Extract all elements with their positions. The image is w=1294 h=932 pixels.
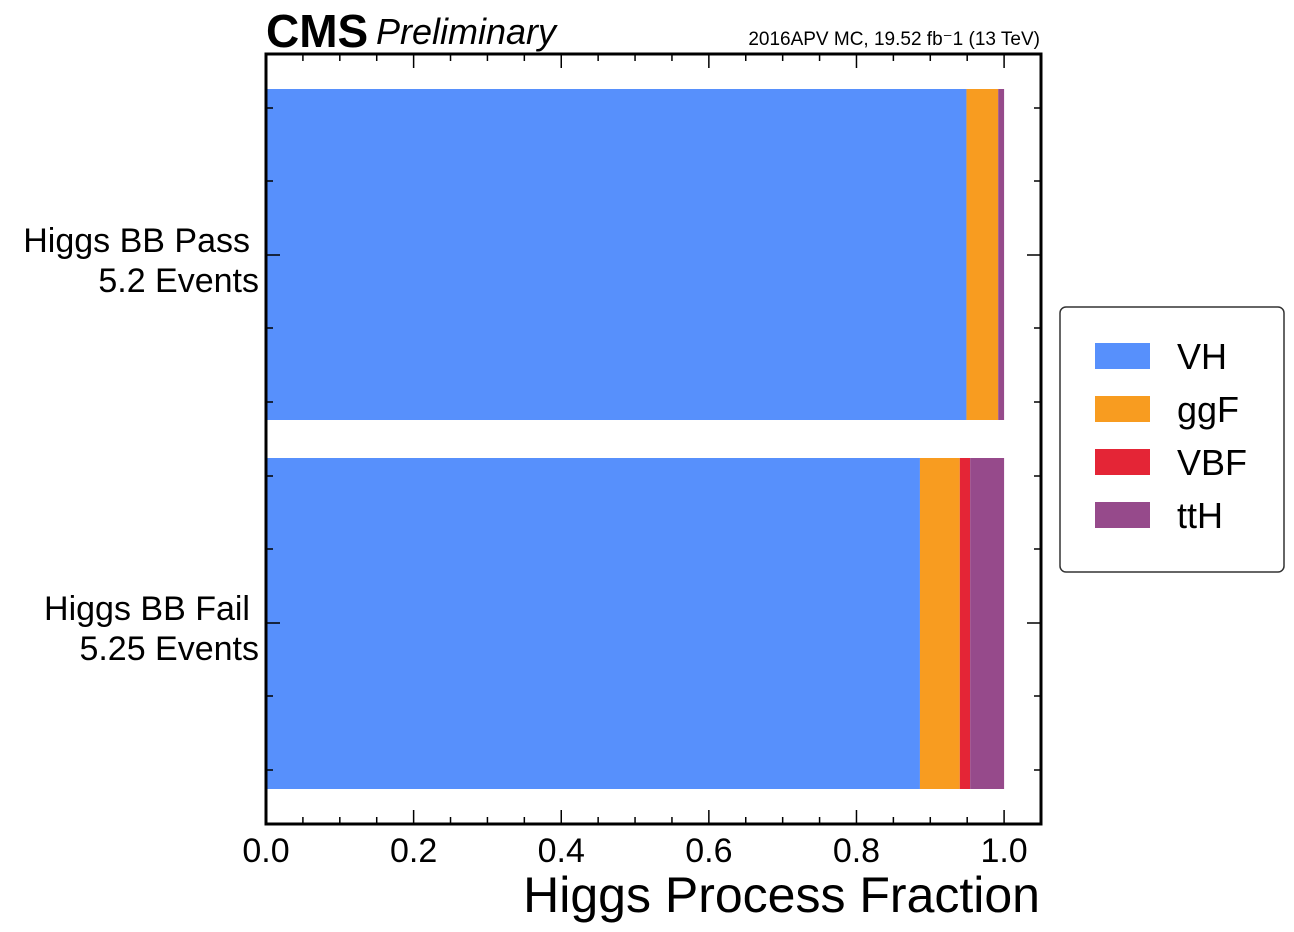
legend-swatch-vh [1095,343,1150,369]
y-category-name: Higgs BB Fail [44,590,250,628]
y-category-events: 5.25 Events [79,630,259,668]
plot-frame [264,52,1043,826]
legend-label-vbf: VBF [1177,442,1247,483]
ticks-group [265,54,1041,824]
legend-frame [1059,306,1285,573]
bars-group [266,89,1005,789]
x-tick-label: 0.6 [685,832,732,870]
legend-swatch-tth [1095,502,1150,528]
bar-vbf-fail [959,458,971,789]
x-tick-label: 0.8 [833,832,880,870]
x-axis-label: Higgs Process Fraction [523,867,1040,923]
x-tick-label: 0.4 [538,832,585,870]
bar-tth-fail [970,458,1005,789]
bar-ggf-fail [919,458,960,789]
cms-label: CMS [266,5,368,57]
legend-label-tth: ttH [1177,495,1223,536]
legend-label-ggf: ggF [1177,389,1239,430]
x-tick-label: 0.0 [242,832,289,870]
legend-swatch-ggf [1095,396,1150,422]
y-category-name: Higgs BB Pass [23,222,250,260]
bar-ggf-pass [966,89,999,420]
bar-vh-fail [266,458,920,789]
preliminary-label: Preliminary [376,11,558,52]
lumi-label: 2016APV MC, 19.52 fb⁻1 (13 TeV) [748,29,1040,50]
legend-swatch-vbf [1095,449,1150,475]
legend: VH ggF VBF ttH [1059,306,1285,573]
x-tick-labels: 0.0 0.2 0.4 0.6 0.8 1.0 [242,832,1027,870]
y-category-events: 5.2 Events [98,262,259,300]
x-tick-label: 0.2 [390,832,437,870]
bar-vh-pass [266,89,967,420]
bar-tth-pass [998,89,1005,420]
legend-label-vh: VH [1177,336,1227,377]
x-tick-label: 1.0 [980,832,1027,870]
